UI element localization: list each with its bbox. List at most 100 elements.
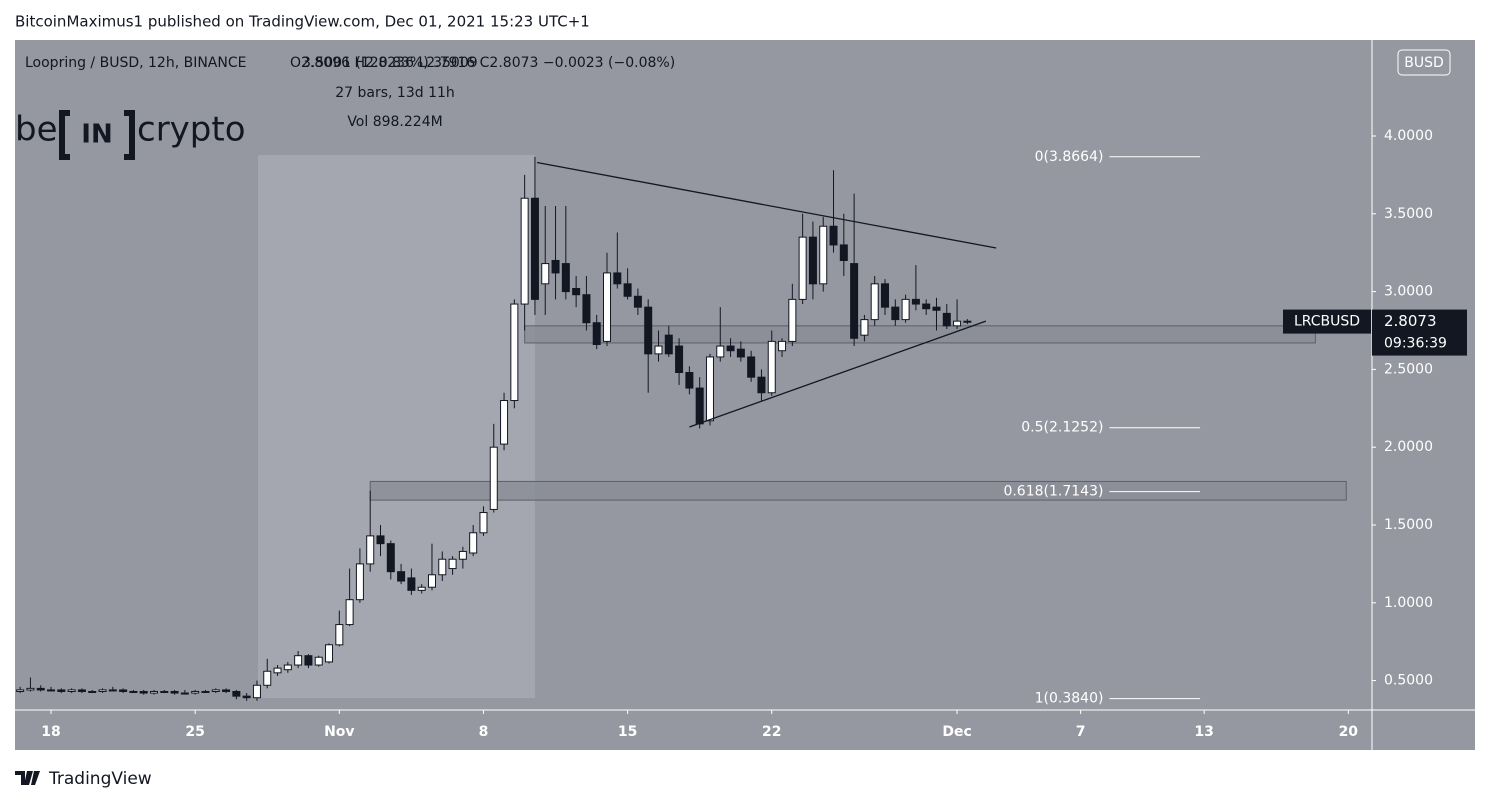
candle-body — [767, 340, 776, 394]
candle-body — [747, 356, 756, 378]
ohlc-text: O2.8096 H2.8236 L2.7916 C2.8073 −0.0023 … — [290, 55, 675, 71]
last-price: 2.8073 — [1384, 312, 1437, 330]
candle-body — [839, 244, 848, 261]
candle-body — [932, 306, 941, 311]
candle-body — [201, 690, 210, 693]
header-text: BitcoinMaximus1 published on TradingView… — [15, 13, 590, 31]
x-tick-label: Dec — [942, 724, 971, 740]
candle-body — [242, 695, 251, 699]
trend-line — [689, 320, 987, 428]
candle-body — [139, 690, 148, 694]
candle-body — [664, 334, 673, 355]
y-tick-label: 3.5000 — [1384, 206, 1433, 222]
candle-body — [57, 689, 66, 692]
candle-body — [520, 197, 529, 305]
candle-body — [211, 689, 220, 692]
candle-body — [366, 535, 375, 565]
candle-body — [901, 298, 910, 321]
logo: be IN crypto — [15, 110, 246, 160]
measure-volume: Vol 898.224M — [347, 114, 442, 130]
candle-body — [572, 287, 581, 296]
candle-body — [304, 655, 313, 666]
plot: 0(3.8664) 0.5(2.1252) 0.618(1.7143) 1(0.384… — [16, 149, 1347, 707]
candle-body — [530, 197, 539, 300]
candle-body — [829, 225, 838, 246]
candle-body — [551, 259, 560, 274]
measure-bars: 27 bars, 13d 11h — [335, 85, 455, 101]
price-box — [1372, 309, 1467, 356]
x-tick-label: 20 — [1339, 724, 1359, 740]
candle-body — [953, 320, 962, 327]
candle-body — [386, 543, 395, 573]
candle-body — [67, 689, 76, 692]
candle-body — [881, 283, 890, 308]
candle-body — [510, 303, 519, 402]
candle-body — [294, 655, 303, 666]
candle-body — [675, 345, 684, 374]
candle-body — [98, 689, 107, 692]
candle-body — [819, 225, 828, 285]
measure-region — [257, 154, 535, 699]
x-tick-label: 8 — [479, 724, 489, 740]
candle-body — [438, 558, 447, 576]
fib-label: 1(0.3840) — [1035, 691, 1104, 707]
candle-body — [798, 236, 807, 300]
candle-body — [489, 446, 498, 510]
candle-body — [47, 689, 56, 692]
candle-body — [36, 687, 45, 691]
candle-body — [922, 303, 931, 310]
candle-body — [695, 387, 704, 425]
candle-body — [88, 690, 97, 693]
candle-body — [850, 263, 859, 339]
logo-bracket — [59, 110, 135, 160]
candle-body — [119, 689, 128, 692]
candle-body — [397, 571, 406, 582]
x-tick-label: Nov — [324, 724, 354, 740]
candle-body — [808, 236, 817, 285]
candle-body — [417, 586, 426, 591]
candle-body — [561, 263, 570, 293]
logo-text: crypto — [137, 110, 246, 150]
symbol-label: LRCBUSD — [1294, 314, 1360, 330]
candle-body — [644, 306, 653, 355]
candle-body — [170, 690, 179, 694]
candle-body — [469, 532, 478, 554]
candle-body — [592, 322, 601, 346]
candle-body — [942, 312, 951, 327]
candle-body — [603, 272, 612, 342]
y-tick-label: 2.5000 — [1384, 361, 1433, 377]
support-zone — [524, 325, 1316, 344]
y-tick-label: 3.0000 — [1384, 284, 1433, 300]
x-tick-label: 13 — [1194, 724, 1213, 740]
candle-body — [376, 535, 385, 545]
candle-body — [654, 345, 663, 355]
footer-brand: TradingView — [48, 769, 152, 789]
candle-body — [325, 644, 334, 663]
candle-body — [191, 690, 200, 694]
candle-body — [160, 690, 169, 693]
candle-body — [16, 689, 25, 692]
y-tick-label: 1.0000 — [1384, 595, 1433, 611]
x-tick-label: 18 — [41, 724, 60, 740]
y-tick-label: 4.0000 — [1384, 128, 1433, 144]
footer-logo — [15, 771, 40, 785]
fib-label: 0.5(2.1252) — [1021, 420, 1103, 436]
currency-box — [1397, 49, 1451, 76]
candle-body — [541, 263, 550, 285]
candle-body — [726, 345, 735, 352]
candle-body — [77, 689, 86, 692]
y-tick-label: 1.5000 — [1384, 517, 1433, 533]
candle-body — [479, 512, 488, 534]
symbol-box — [1283, 309, 1371, 334]
candle-body — [314, 656, 323, 666]
candle-body — [613, 272, 622, 285]
candle-body — [736, 348, 745, 358]
measure-text: 3.5001 (120.83%) 35009 — [302, 55, 478, 71]
logo-text: IN — [81, 120, 112, 150]
countdown: 09:36:39 — [1384, 336, 1447, 352]
logo-text: be — [15, 110, 58, 150]
candle-body — [582, 294, 591, 324]
fib-label: 0.618(1.7143) — [1003, 484, 1103, 500]
candle-body — [705, 356, 714, 422]
